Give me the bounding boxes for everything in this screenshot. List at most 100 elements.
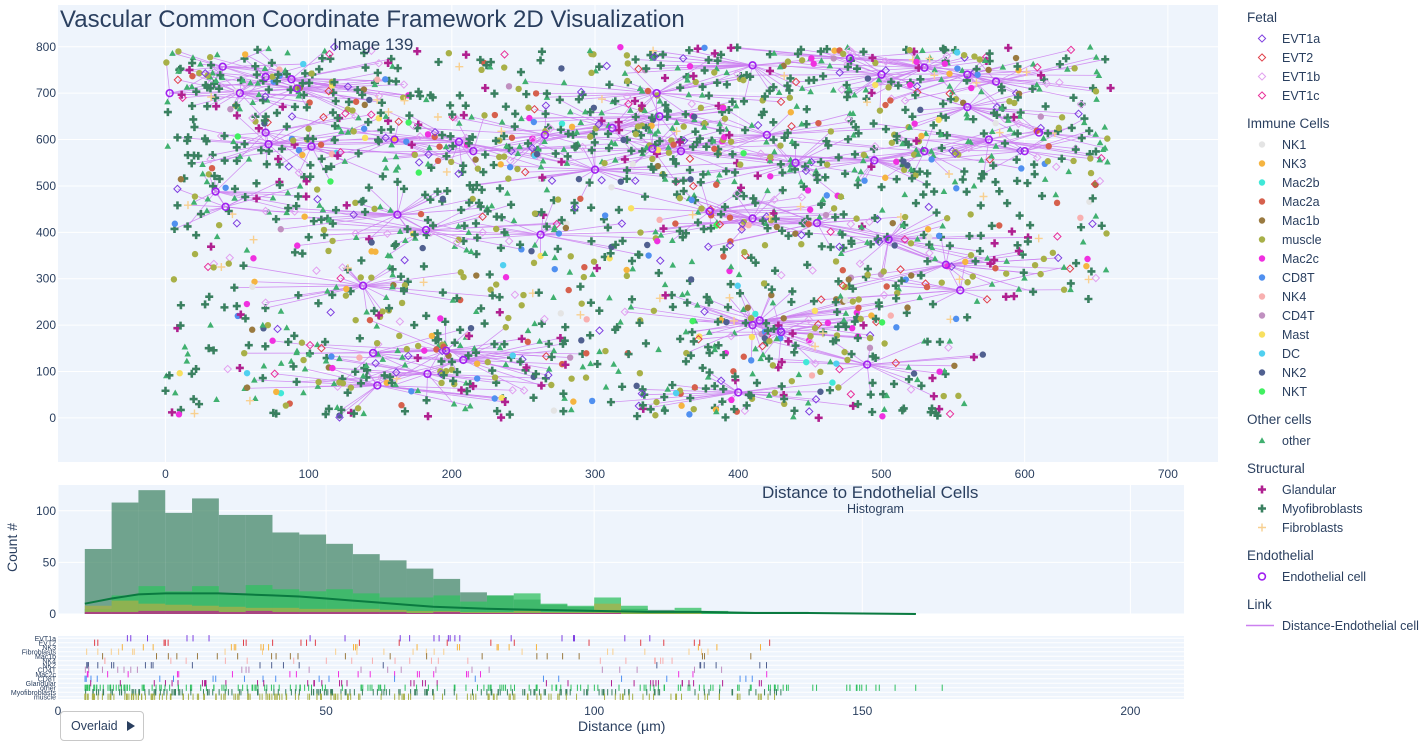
histogram-bar[interactable]	[218, 611, 246, 614]
legend-item-myofibroblasts[interactable]: Myofibroblasts	[1240, 499, 1424, 518]
cell-marker	[522, 78, 529, 85]
overlay-mode-button[interactable]: Overlaid	[60, 711, 144, 741]
cell-marker	[1091, 273, 1101, 283]
histogram-bar[interactable]	[299, 611, 327, 614]
histogram-bar[interactable]	[486, 595, 514, 614]
cell-marker	[910, 47, 919, 56]
histogram-bar[interactable]	[513, 612, 541, 614]
histogram-bar[interactable]	[540, 603, 568, 614]
histogram-bar[interactable]	[84, 611, 112, 614]
legend-item-evt1a[interactable]: EVT1a	[1240, 29, 1424, 48]
histogram-bar[interactable]	[406, 610, 434, 614]
legend-item-endothelial-cell[interactable]: Endothelial cell	[1240, 567, 1424, 586]
cell-marker	[284, 49, 291, 56]
cell-marker	[413, 124, 422, 133]
cell-marker	[255, 91, 263, 97]
histogram-bar[interactable]	[352, 611, 380, 614]
histogram-bar[interactable]	[326, 611, 353, 614]
histogram-bar[interactable]	[84, 605, 112, 614]
cell-marker	[392, 153, 400, 160]
distance-link	[685, 113, 767, 136]
histogram-bar[interactable]	[138, 603, 166, 614]
legend-item-mast[interactable]: Mast	[1240, 325, 1424, 344]
cell-marker	[622, 166, 631, 175]
distance-link	[178, 51, 223, 68]
legend-item-nkt[interactable]: NKT	[1240, 382, 1424, 401]
histogram-bar[interactable]	[379, 611, 407, 614]
legend-item-label: Endothelial cell	[1282, 569, 1367, 584]
legend-item-evt1c[interactable]: EVT1c	[1240, 86, 1424, 105]
histogram-bar[interactable]	[272, 607, 300, 614]
legend-item-evt2[interactable]: EVT2	[1240, 48, 1424, 67]
histogram-bar[interactable]	[192, 605, 219, 614]
histogram-bar[interactable]	[272, 611, 300, 614]
histogram-bar[interactable]	[218, 606, 246, 614]
legend-item-glandular[interactable]: Glandular	[1240, 480, 1424, 499]
cell-marker	[701, 44, 708, 51]
cell-marker	[365, 235, 374, 244]
histogram-bar[interactable]	[138, 610, 166, 614]
histogram-bar[interactable]	[674, 612, 702, 614]
histogram-bar[interactable]	[567, 612, 595, 614]
histogram-bar[interactable]	[352, 593, 380, 614]
histogram-bar[interactable]	[165, 610, 193, 614]
cell-marker	[912, 172, 919, 179]
cell-marker	[732, 189, 742, 198]
legend-item-evt1b[interactable]: EVT1b	[1240, 67, 1424, 86]
legend-item-distance-endothelial-cell[interactable]: Distance-Endothelial cell	[1240, 616, 1424, 635]
cell-marker	[1033, 153, 1042, 162]
histogram-bar[interactable]	[513, 610, 541, 614]
histogram-bar[interactable]	[299, 608, 327, 614]
legend-item-nk2[interactable]: NK2	[1240, 363, 1424, 382]
legend-item-mac1b[interactable]: Mac1b	[1240, 211, 1424, 230]
legend-item-fibroblasts[interactable]: Fibroblasts	[1240, 518, 1424, 537]
cell-marker	[736, 161, 744, 168]
histogram-bar[interactable]	[165, 604, 193, 614]
cell-marker	[756, 149, 766, 158]
legend-item-muscle[interactable]: muscle	[1240, 230, 1424, 249]
cell-marker	[328, 290, 337, 299]
cell-marker	[335, 413, 344, 422]
legend-item-nk4[interactable]: NK4	[1240, 287, 1424, 306]
distance-link	[709, 372, 739, 393]
cell-marker	[769, 324, 778, 333]
cell-marker	[960, 400, 968, 407]
legend-item-nk1[interactable]: NK1	[1240, 135, 1424, 154]
rug-row-label: NK3	[42, 645, 56, 652]
cell-marker	[995, 128, 1004, 137]
histogram-bar[interactable]	[245, 610, 273, 614]
cell-marker	[691, 127, 700, 136]
histogram-bar[interactable]	[486, 612, 514, 614]
histogram-bar[interactable]	[647, 612, 675, 614]
cell-marker	[834, 322, 843, 331]
cell-marker	[208, 150, 217, 159]
histogram-bar[interactable]	[406, 612, 434, 614]
legend-item-mac2a[interactable]: Mac2a	[1240, 192, 1424, 211]
histogram-bar[interactable]	[540, 612, 568, 614]
histogram-bar[interactable]	[594, 603, 621, 614]
cell-marker	[688, 196, 695, 204]
histogram-bar[interactable]	[621, 605, 648, 614]
legend-item-other[interactable]: other	[1240, 431, 1424, 450]
cell-marker	[451, 242, 459, 249]
histogram-bar[interactable]	[433, 595, 461, 614]
histogram-bar[interactable]	[621, 611, 648, 614]
cell-marker	[314, 341, 321, 348]
histogram-bar[interactable]	[352, 608, 380, 614]
legend-item-mac2b[interactable]: Mac2b	[1240, 173, 1424, 192]
histogram-bar[interactable]	[433, 611, 461, 614]
legend-item-mac2c[interactable]: Mac2c	[1240, 249, 1424, 268]
histogram-bar[interactable]	[192, 610, 219, 614]
histogram-bar[interactable]	[84, 548, 112, 614]
legend-item-nk3[interactable]: NK3	[1240, 154, 1424, 173]
histogram-bar[interactable]	[594, 612, 621, 614]
cell-marker	[596, 348, 603, 355]
legend-item-dc[interactable]: DC	[1240, 344, 1424, 363]
legend-item-cd4t[interactable]: CD4T	[1240, 306, 1424, 325]
histogram-bar[interactable]	[111, 611, 139, 614]
legend-item-cd8t[interactable]: CD8T	[1240, 268, 1424, 287]
histogram-bar[interactable]	[326, 608, 353, 614]
histogram-bar[interactable]	[111, 600, 139, 614]
histogram-bar[interactable]	[460, 612, 487, 614]
